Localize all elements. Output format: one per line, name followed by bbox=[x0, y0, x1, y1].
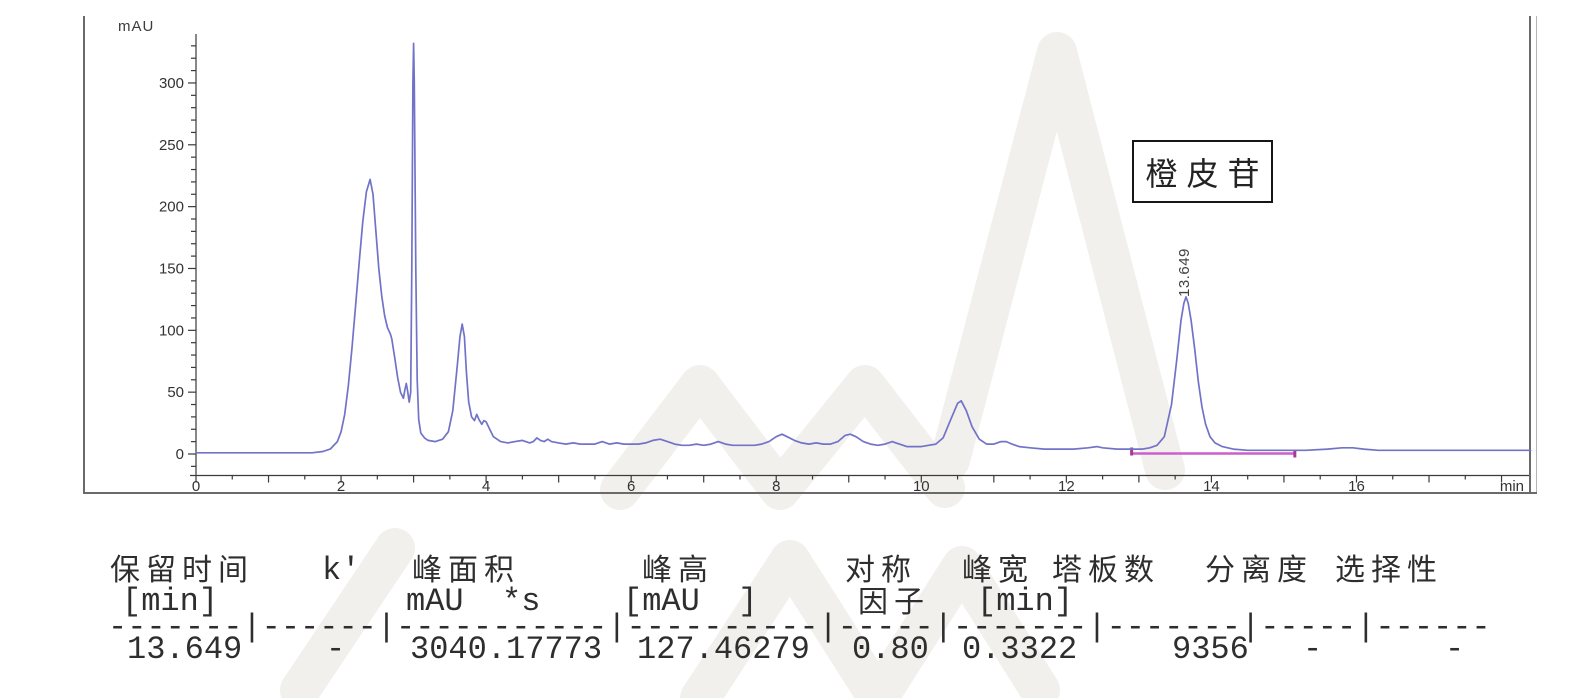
value-peak-width: 0.3322 bbox=[962, 631, 1078, 668]
y-tick-label: 150 bbox=[159, 260, 184, 277]
y-axis-unit-label: mAU bbox=[118, 18, 155, 35]
compound-annotation-text: 橙皮苷 bbox=[1145, 154, 1269, 193]
table-separator: -------|------|-----------|----------|--… bbox=[108, 609, 1491, 646]
header-resolution: 分离度 bbox=[1205, 553, 1313, 588]
x-axis-unit-label: min bbox=[1500, 478, 1524, 495]
header-k-prime: k' bbox=[322, 552, 361, 589]
value-resolution: - bbox=[1303, 631, 1323, 668]
unit-peak-width: [min] bbox=[977, 583, 1074, 620]
x-tick-label: 8 bbox=[772, 478, 780, 495]
chromatogram-trace bbox=[195, 42, 1532, 454]
value-peak-height: 127.46279 bbox=[637, 631, 810, 668]
x-tick-label: 6 bbox=[627, 478, 635, 495]
header-plate-number: 塔板数 bbox=[1052, 553, 1160, 588]
header-retention-time: 保留时间 bbox=[110, 553, 254, 588]
integration-end-marker bbox=[1293, 449, 1297, 458]
y-tick-label: 100 bbox=[159, 322, 184, 339]
header-peak-area: 峰面积 bbox=[412, 553, 520, 588]
value-plate-number: 9356 bbox=[1172, 631, 1249, 668]
y-tick-label: 250 bbox=[159, 137, 184, 154]
header-peak-width: 峰宽 bbox=[962, 553, 1034, 588]
x-tick-label: 0 bbox=[192, 478, 200, 495]
watermark-stroke bbox=[680, 540, 1060, 698]
compound-annotation-box: 橙皮苷 bbox=[1132, 140, 1273, 203]
header-peak-height: 峰高 bbox=[642, 553, 714, 588]
integration-start-marker bbox=[1130, 447, 1134, 456]
value-symmetry: 0.80 bbox=[852, 631, 929, 668]
x-tick-label: 10 bbox=[913, 478, 930, 495]
y-tick-label: 200 bbox=[159, 199, 184, 216]
x-tick-label: 4 bbox=[482, 478, 490, 495]
x-tick-label: 2 bbox=[337, 478, 345, 495]
peak-retention-time-label: 13.649 bbox=[1176, 248, 1193, 297]
x-tick-label: 14 bbox=[1203, 478, 1220, 495]
header-selectivity: 选择性 bbox=[1335, 553, 1443, 588]
header-symmetry-line2: 因子 bbox=[858, 585, 930, 620]
unit-retention-time: [min] bbox=[122, 583, 219, 620]
x-tick-label: 12 bbox=[1058, 478, 1075, 495]
plot-border-right-outer bbox=[1536, 16, 1537, 494]
value-selectivity: - bbox=[1445, 631, 1465, 668]
chromatogram-plot: mAU 0 50 100 150 200 250 300 0 2 4 6 8 10 12 14 16 min 1… bbox=[83, 16, 1537, 495]
peak-results-table: 保留时间 k' 峰面积 峰高 对称 峰宽 塔板数 分离度 选择性 [min] m… bbox=[0, 540, 1581, 698]
value-k-prime: - bbox=[326, 631, 346, 668]
plot-border-bottom bbox=[83, 492, 1537, 494]
value-peak-area: 3040.17773 bbox=[410, 631, 603, 668]
y-tick-label: 50 bbox=[167, 384, 184, 401]
plot-border-right bbox=[1529, 16, 1531, 494]
header-symmetry: 对称 bbox=[845, 553, 917, 588]
unit-peak-area: mAU *s bbox=[406, 583, 541, 620]
watermark-stroke bbox=[280, 528, 415, 698]
value-retention-time: 13.649 bbox=[127, 631, 243, 668]
chromatogram-canvas: 0 50 100 150 200 250 300 0 2 4 6 8 10 12 14 16 min bbox=[159, 34, 1532, 495]
plot-border-left bbox=[83, 16, 85, 494]
unit-peak-height: [mAU ] bbox=[623, 583, 758, 620]
y-tick-label: 300 bbox=[159, 75, 184, 92]
watermark-stroke bbox=[930, 32, 1185, 490]
watermark-stroke bbox=[600, 365, 965, 510]
x-tick-label: 16 bbox=[1348, 478, 1365, 495]
y-tick-label: 0 bbox=[176, 446, 184, 463]
